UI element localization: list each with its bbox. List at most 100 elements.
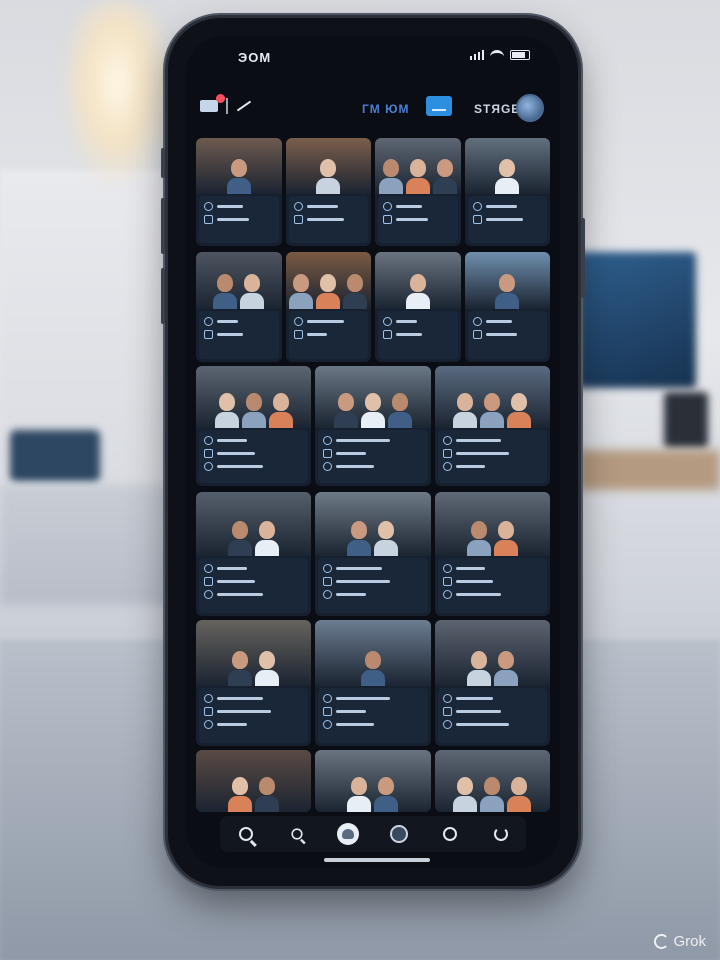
background-monitor [578, 252, 696, 388]
info-text-placeholder [455, 723, 510, 726]
photo-thumbnail [315, 492, 431, 556]
photo-info-panel [199, 311, 279, 359]
info-icon [204, 564, 213, 573]
home-indicator[interactable] [324, 858, 430, 862]
nav-camera-button[interactable] [439, 823, 461, 845]
photo-thumbnail [285, 252, 371, 309]
photo-card[interactable] [464, 138, 550, 246]
folder-icon[interactable] [200, 94, 225, 112]
person-figure [240, 272, 265, 309]
nav-power-button[interactable] [490, 823, 512, 845]
info-row [204, 200, 274, 213]
header-stage-label[interactable]: STЯGE [474, 102, 521, 116]
photo-card[interactable] [434, 366, 550, 486]
photo-card[interactable] [196, 620, 312, 746]
info-row [472, 200, 543, 213]
info-row [383, 328, 453, 341]
nav-zoom-button[interactable] [286, 823, 308, 845]
info-icon [323, 720, 333, 729]
watermark: Grok [654, 933, 706, 950]
info-row [323, 434, 422, 447]
info-text-placeholder [217, 723, 247, 726]
info-text-placeholder [336, 465, 375, 468]
person-figure [374, 775, 399, 812]
nav-profile-button[interactable] [388, 823, 410, 845]
info-row [323, 692, 422, 705]
info-row [293, 328, 364, 341]
bottom-navigation [220, 816, 526, 852]
info-icon [323, 564, 333, 573]
camera-icon [442, 827, 457, 841]
photo-thumbnail [196, 620, 312, 686]
photo-card[interactable] [315, 750, 431, 812]
photo-card[interactable] [196, 366, 312, 486]
photo-thumbnail [196, 252, 282, 309]
info-text-placeholder [455, 697, 494, 700]
photo-card[interactable] [196, 138, 282, 246]
person-figure [466, 519, 491, 556]
nav-home-button[interactable] [336, 823, 359, 845]
info-row [442, 588, 542, 601]
person-figure [432, 157, 457, 194]
photo-card[interactable] [464, 252, 550, 362]
photo-card[interactable] [375, 138, 461, 246]
photo-card[interactable] [434, 620, 550, 746]
info-icon [204, 317, 213, 326]
photo-thumbnail [375, 252, 461, 309]
volume-down-button [161, 268, 165, 324]
home-icon [336, 823, 359, 845]
photo-card[interactable] [285, 138, 371, 246]
info-row [204, 562, 303, 575]
info-row [442, 562, 542, 575]
info-row [323, 460, 422, 473]
header-tab-label[interactable]: ГМ ЮМ [362, 102, 410, 116]
person-figure [255, 775, 280, 812]
photo-info-panel [318, 558, 428, 613]
wifi-icon [490, 50, 504, 60]
nav-search-button[interactable] [235, 823, 257, 845]
watermark-text: Grok [673, 933, 706, 950]
profile-avatar[interactable] [516, 94, 544, 122]
photo-thumbnail [434, 750, 550, 812]
edit-wand-icon[interactable] [236, 100, 251, 112]
info-text-placeholder [217, 205, 244, 208]
info-row [204, 588, 303, 601]
info-row [204, 718, 303, 731]
photo-thumbnail [196, 492, 312, 556]
photo-card[interactable] [196, 492, 312, 616]
photo-info-panel [467, 196, 547, 243]
photo-card[interactable] [196, 750, 312, 812]
person-figure [480, 391, 505, 428]
power-button [581, 218, 585, 298]
photo-card[interactable] [315, 366, 431, 486]
info-row [204, 447, 303, 460]
info-icon [204, 449, 213, 458]
photo-card[interactable] [375, 252, 461, 362]
photo-info-panel [199, 196, 279, 243]
info-row [204, 575, 303, 588]
info-icon [204, 330, 213, 339]
volume-up-button [161, 198, 165, 254]
photo-card[interactable] [196, 252, 282, 362]
info-icon [204, 462, 213, 471]
photo-card[interactable] [315, 492, 431, 616]
person-figure [453, 391, 478, 428]
info-text-placeholder [306, 205, 339, 208]
photo-card[interactable] [434, 750, 550, 812]
photo-thumbnail [315, 366, 431, 428]
photo-info-panel [288, 311, 368, 359]
info-text-placeholder [336, 439, 390, 442]
photo-card[interactable] [315, 620, 431, 746]
photo-card[interactable] [434, 492, 550, 616]
photo-card[interactable] [285, 252, 371, 362]
info-text-placeholder [217, 580, 255, 583]
info-icon [323, 577, 333, 586]
info-row [383, 213, 453, 226]
info-icon [442, 449, 452, 458]
photo-grid-row [196, 252, 550, 362]
photo-info-panel [288, 196, 368, 243]
info-text-placeholder [217, 452, 255, 455]
info-icon [442, 564, 452, 573]
person-figure [226, 157, 251, 194]
gallery-view-icon[interactable] [426, 96, 452, 116]
